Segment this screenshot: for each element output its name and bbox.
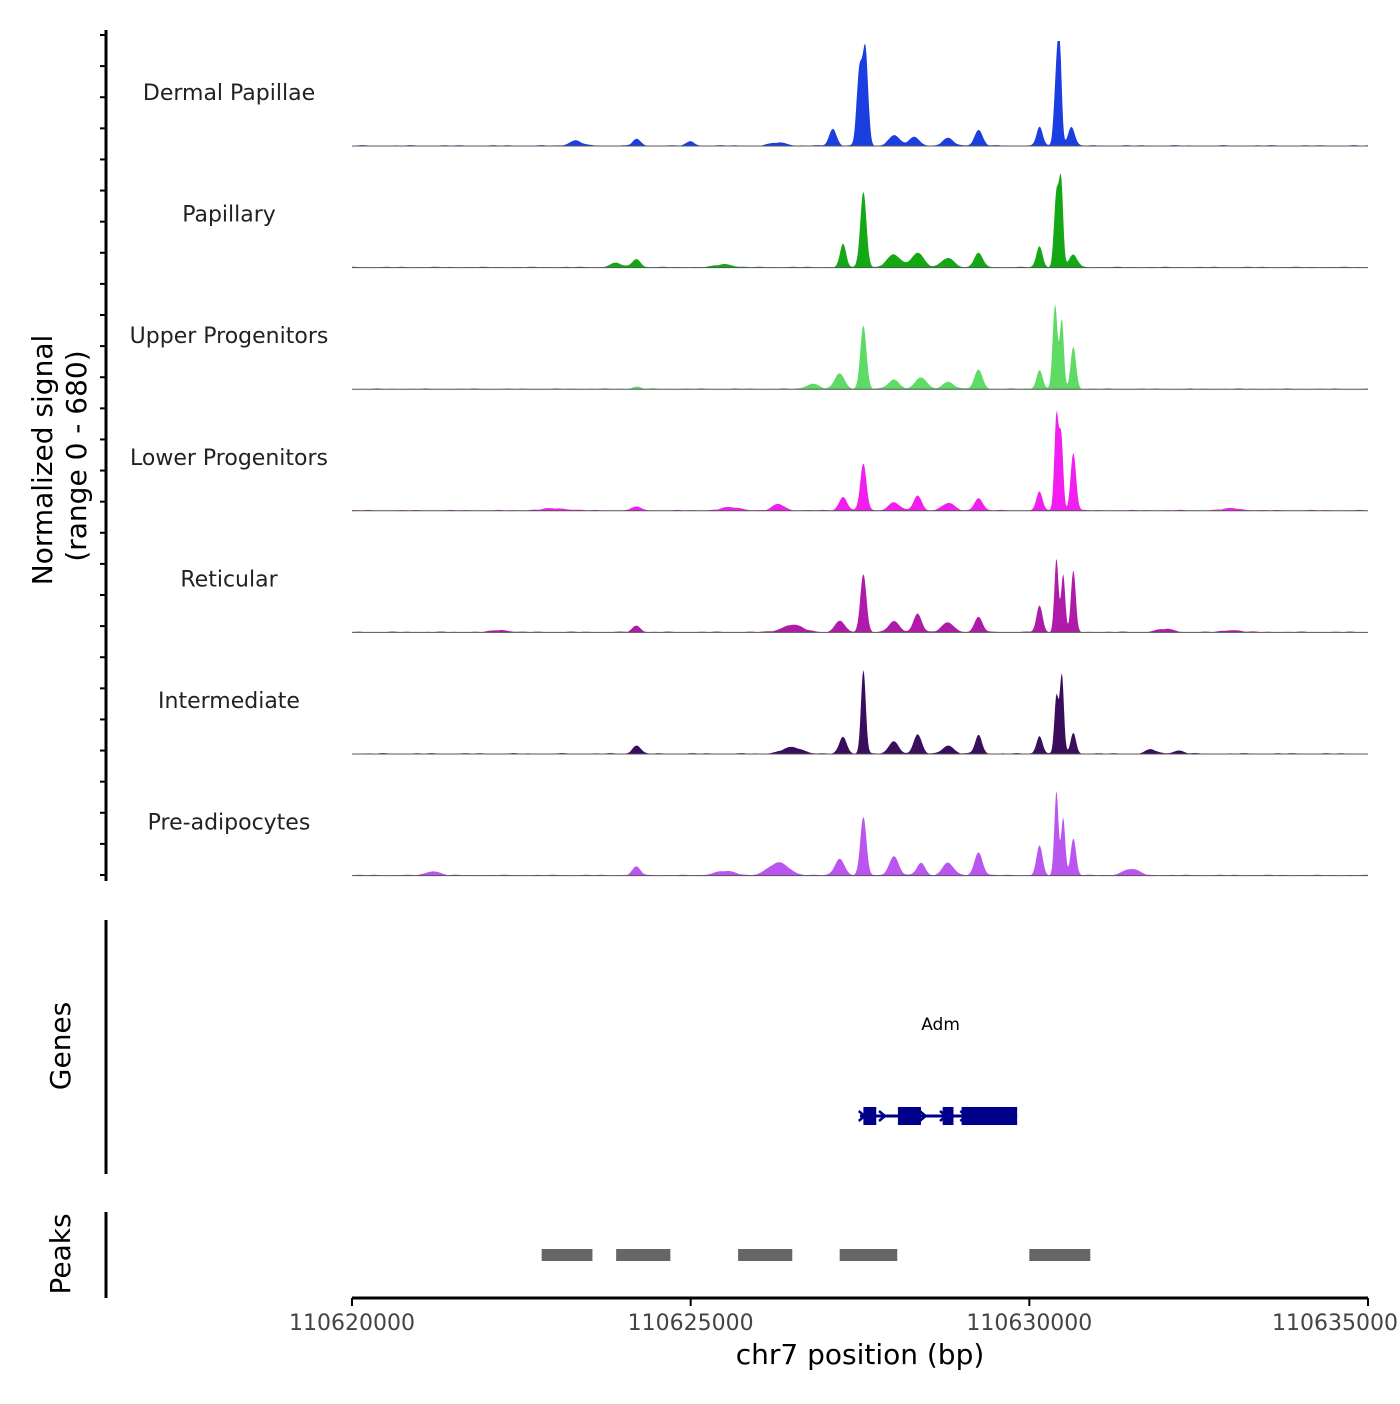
peak-region	[839, 1249, 898, 1261]
x-tick-label: 110630000	[966, 1311, 1092, 1336]
peaks-track	[541, 1249, 1091, 1261]
coverage-tracks: Dermal Papillae Papillary Upper Progenitor…	[130, 41, 1368, 877]
genes-track: Adm	[857, 1015, 1018, 1125]
gene-exon	[863, 1107, 877, 1125]
coverage-area	[352, 304, 1368, 390]
gene-exon	[897, 1107, 921, 1125]
coverage-area	[352, 558, 1368, 633]
track-label: Intermediate	[158, 689, 300, 714]
track-reticular: Reticular	[180, 558, 1368, 633]
track-label: Dermal Papillae	[143, 81, 315, 106]
peaks-ylabel: Peaks	[44, 1213, 77, 1294]
x-tick-label: 110625000	[628, 1311, 754, 1336]
track-papillary: Papillary	[182, 173, 1368, 269]
peak-region	[541, 1249, 593, 1261]
x-axis: 110620000 110625000 110630000 110635000	[289, 1298, 1398, 1336]
coverage-area	[352, 41, 1368, 146]
peak-region	[1029, 1249, 1091, 1261]
coverage-ylabel-line1: Normalized signal	[26, 335, 59, 586]
peak-region	[616, 1249, 671, 1261]
coverage-ylabel-line2: (range 0 - 680)	[60, 350, 93, 561]
track-upper-progenitors: Upper Progenitors	[130, 304, 1368, 390]
track-label: Papillary	[182, 203, 276, 228]
strand-arrow	[918, 1110, 928, 1122]
coverage-area	[352, 670, 1368, 754]
coverage-area	[352, 410, 1368, 511]
gene-label: Adm	[921, 1015, 960, 1035]
gene-adm: Adm	[857, 1015, 1018, 1125]
track-label: Lower Progenitors	[130, 446, 328, 471]
peak-region	[738, 1249, 793, 1261]
track-pre-adipocytes: Pre-adipocytes	[148, 791, 1368, 877]
x-axis-label: chr7 position (bp)	[736, 1338, 985, 1371]
gene-exon	[961, 1107, 1018, 1125]
x-tick-label: 110620000	[289, 1311, 415, 1336]
strand-arrow	[878, 1110, 887, 1122]
track-label: Pre-adipocytes	[148, 811, 311, 836]
track-label: Upper Progenitors	[130, 324, 329, 349]
track-intermediate: Intermediate	[158, 670, 1368, 755]
track-lower-progenitors: Lower Progenitors	[130, 410, 1368, 512]
coverage-area	[352, 791, 1368, 876]
coverage-y-ticks	[100, 34, 106, 876]
x-tick-label: 110635000	[1272, 1311, 1398, 1336]
gene-exon	[942, 1107, 954, 1125]
track-label: Reticular	[180, 567, 278, 592]
coverage-area	[352, 173, 1368, 268]
genes-ylabel: Genes	[44, 1002, 77, 1090]
track-dermal-papillae: Dermal Papillae	[143, 41, 1368, 147]
